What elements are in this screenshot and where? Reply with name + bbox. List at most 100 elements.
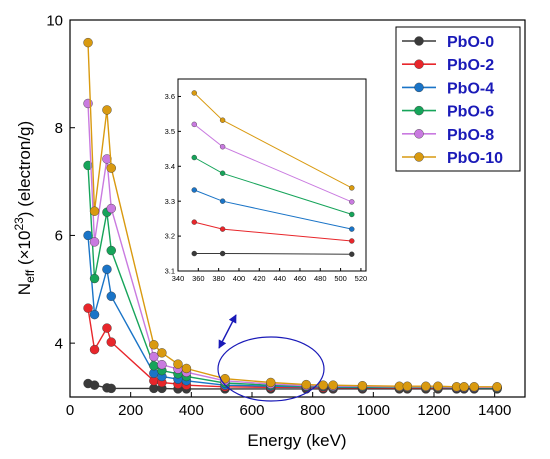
legend-label-pbo-8: PbO-8 (447, 127, 494, 144)
legend-marker-pbo-8 (414, 129, 424, 139)
inset-y-tick-label: 3.3 (165, 197, 175, 206)
inset-x-tick-label: 440 (273, 274, 286, 283)
main-data-point (83, 37, 93, 48)
inset-series-pbo-10 (191, 90, 355, 191)
main-data-point (266, 377, 276, 388)
main-data-point (433, 381, 443, 391)
inset-data-point (191, 187, 197, 193)
main-data-point (149, 361, 159, 371)
main-data-point (318, 380, 328, 390)
legend-label-pbo-10: PbO-10 (447, 150, 503, 167)
main-data-point (89, 380, 100, 390)
main-data-point (301, 379, 311, 390)
main-x-tick-label: 1000 (357, 402, 390, 419)
main-y-tick-label: 4 (55, 335, 63, 352)
main-axis-ticks: 0 200 400 600 800 1000 1200 1400 4 6 8 10 (46, 12, 511, 419)
inset-series-pbo-6 (191, 154, 355, 218)
main-data-point (102, 105, 112, 115)
main-data-point (106, 291, 116, 301)
legend-label-pbo-2: PbO-2 (447, 57, 494, 74)
inset-series-pbo-2 (191, 219, 355, 244)
inset-data-point (191, 154, 197, 161)
inset-data-point (219, 117, 226, 123)
legend-items: PbO-0 PbO-2 PbO-4 PbO-6 PbO-8 PbO-10 (402, 34, 503, 167)
inset-x-tick-label: 500 (334, 274, 347, 283)
main-series-line-pbo-10 (87, 42, 498, 388)
main-x-tick-label: 200 (118, 402, 143, 419)
inset-data-point (191, 250, 197, 257)
inset-y-tick-label: 3.4 (165, 162, 175, 171)
main-data-point (402, 381, 413, 391)
legend-marker-pbo-2 (414, 59, 424, 69)
main-data-point (83, 98, 93, 109)
main-data-point (89, 237, 100, 247)
inset-axis-ticks: 340 360 380 400 420 440 460 480 500 520 3.1 3.2 3.3 3… (165, 92, 368, 283)
inset-plot-frame (177, 78, 367, 272)
main-data-point (106, 163, 116, 173)
legend-marker-pbo-0 (414, 36, 424, 46)
legend: PbO-0 PbO-2 PbO-4 PbO-6 PbO-8 PbO-10 (395, 26, 521, 172)
inset-data-point (219, 170, 226, 176)
legend-label-pbo-4: PbO-4 (447, 80, 494, 97)
main-data-point (173, 359, 183, 369)
main-x-tick-label: 1200 (417, 402, 450, 419)
main-data-point (421, 381, 431, 391)
main-data-point (89, 206, 100, 216)
main-y-tick-label: 6 (55, 228, 63, 245)
zoom-arrow (218, 314, 237, 349)
inset-data-point (219, 144, 226, 150)
inset-x-tick-label: 360 (192, 274, 205, 283)
main-y-tick-label: 10 (46, 12, 63, 29)
inset-data-point (349, 251, 355, 257)
main-data-point (89, 344, 100, 355)
inset-x-tick-label: 340 (172, 274, 185, 283)
y-axis-label: Neff (×1023) (electron/g) (12, 121, 37, 295)
legend-label-pbo-6: PbO-6 (447, 104, 494, 121)
inset-data-point (349, 199, 355, 205)
inset-series-pbo-4 (191, 187, 355, 232)
main-series-line-pbo-0 (87, 382, 498, 390)
main-data-point (89, 273, 100, 284)
inset-x-tick-label: 380 (212, 274, 225, 283)
inset-data-point (191, 219, 197, 225)
main-data-point (459, 382, 469, 392)
main-data-point (469, 382, 479, 392)
main-series-layer (83, 37, 502, 394)
inset-y-tick-label: 3.5 (165, 127, 175, 136)
inset-y-tick-label: 3.6 (165, 92, 175, 101)
inset-data-point (219, 250, 226, 257)
inset-data-point (349, 238, 355, 244)
inset-x-tick-label: 400 (233, 274, 246, 283)
inset-plot: 340 360 380 400 420 440 460 480 500 520 3.1 3.2 3.3 3… (165, 78, 368, 283)
inset-data-point (349, 185, 355, 191)
main-data-point (106, 203, 116, 214)
main-data-point (102, 264, 112, 275)
main-series-line-pbo-2 (87, 307, 498, 389)
inset-x-tick-label: 480 (314, 274, 327, 283)
main-x-tick-label: 800 (300, 402, 325, 419)
legend-marker-pbo-10 (414, 152, 424, 162)
main-plot: 0 200 400 600 800 1000 1200 1400 4 6 8 10 Energy (k… (12, 12, 526, 450)
inset-data-point (219, 198, 226, 204)
legend-marker-pbo-6 (414, 105, 424, 116)
inset-series-layer (191, 90, 355, 257)
legend-marker-pbo-4 (414, 82, 424, 93)
legend-frame (395, 26, 521, 172)
main-data-point (106, 337, 116, 347)
main-data-point (83, 303, 93, 313)
legend-label-pbo-0: PbO-0 (447, 34, 494, 51)
main-data-point (102, 323, 112, 333)
main-data-point (492, 382, 502, 392)
main-x-tick-label: 600 (239, 402, 264, 419)
inset-data-point (349, 211, 355, 218)
main-series-pbo-10 (83, 37, 502, 392)
main-data-point (328, 380, 338, 390)
main-data-point (157, 348, 167, 358)
main-x-tick-label: 400 (179, 402, 204, 419)
x-axis-label: Energy (keV) (247, 431, 346, 450)
main-x-tick-label: 0 (66, 402, 74, 419)
main-data-point (157, 359, 167, 370)
main-data-point (357, 380, 368, 391)
main-data-point (106, 383, 116, 394)
